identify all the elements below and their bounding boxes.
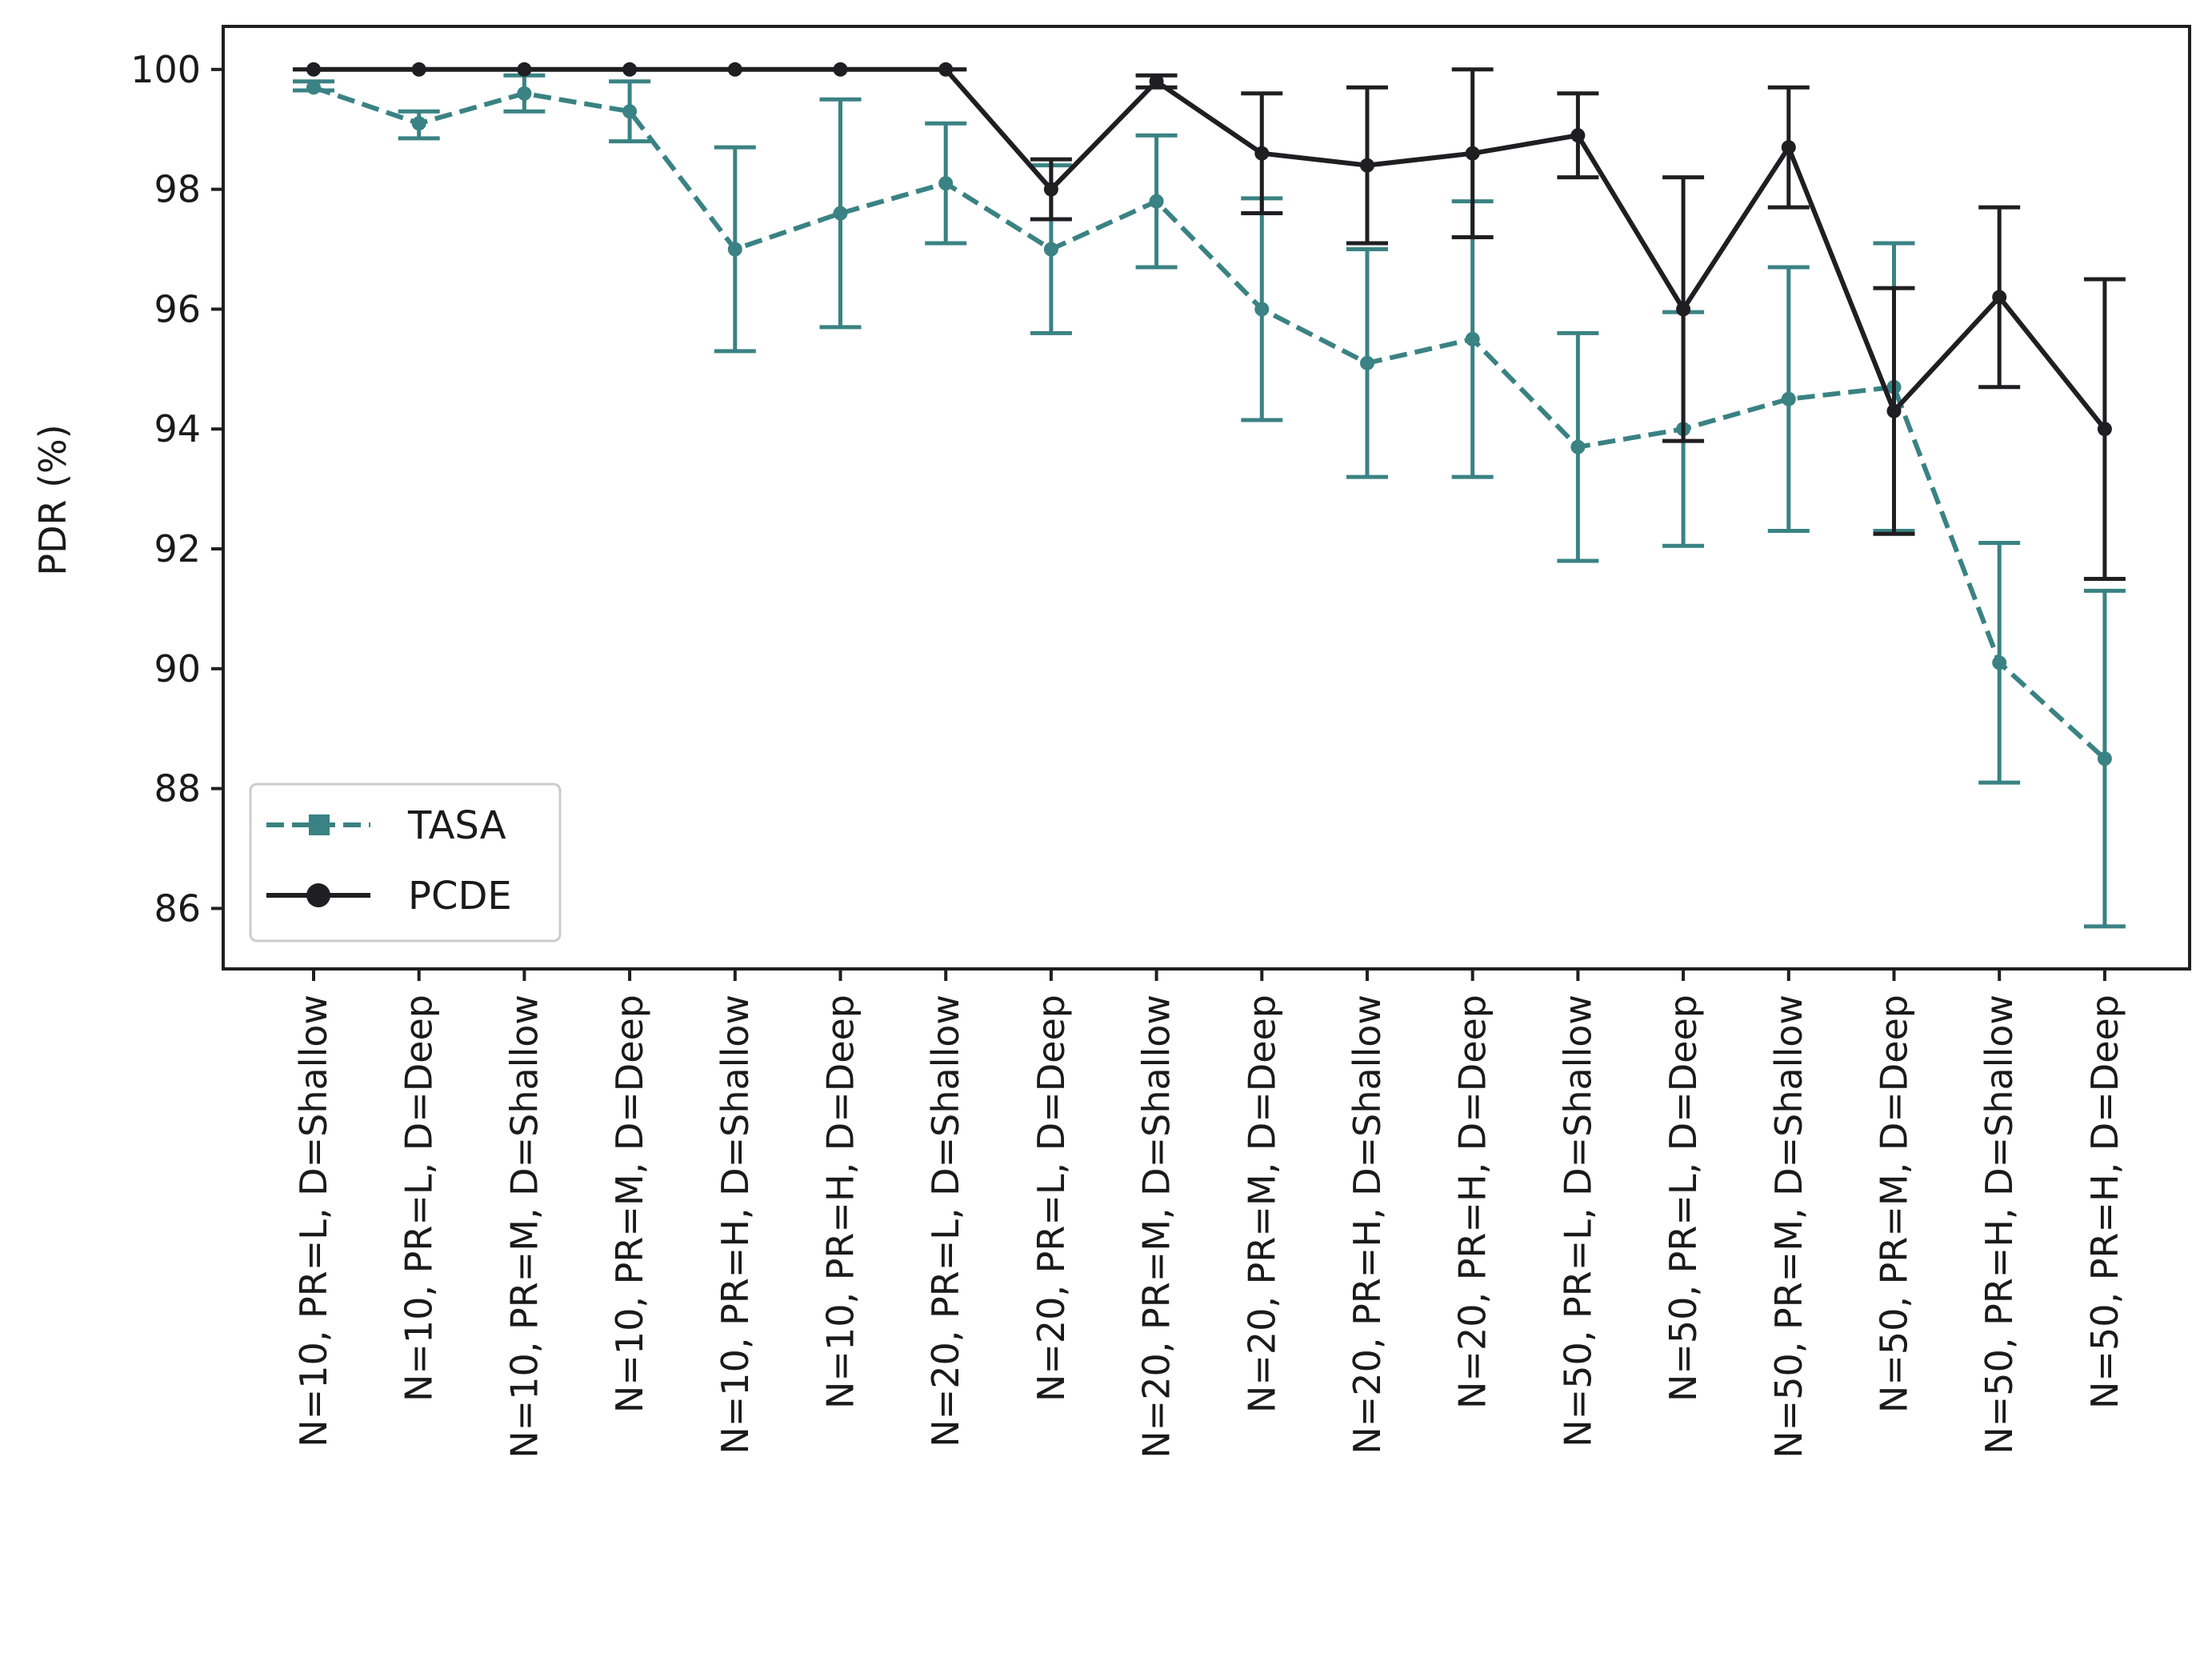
legend-frame <box>249 782 562 943</box>
legend-item-pcde: PCDE <box>266 874 512 919</box>
data-point <box>1254 146 1270 161</box>
data-point <box>1360 355 1374 370</box>
x-tick-label: N=20, PR=M, D=Deep <box>1240 995 1283 1413</box>
x-tick-label: N=20, PR=H, D=Deep <box>1451 995 1494 1409</box>
y-tick-label: 94 <box>154 407 201 450</box>
data-point <box>622 104 638 119</box>
data-point <box>727 242 742 257</box>
plot-frame <box>222 25 2191 971</box>
x-tick-label: N=50, PR=L, D=Shallow <box>1556 995 1599 1447</box>
x-tick-label: N=20, PR=M, D=Shallow <box>1135 995 1178 1459</box>
y-tick-label: 90 <box>154 647 201 690</box>
legend-item-tasa: TASA <box>266 803 506 848</box>
x-tick-label: N=20, PR=H, D=Shallow <box>1346 995 1389 1455</box>
data-point <box>833 206 848 221</box>
data-point <box>2097 422 2112 437</box>
data-point <box>1676 302 1691 317</box>
data-point <box>1465 146 1480 161</box>
data-point <box>1886 403 1902 418</box>
series-tasa <box>293 73 2126 929</box>
x-tick-label: N=10, PR=M, D=Deep <box>608 995 651 1413</box>
series-layer <box>293 62 2126 929</box>
data-point <box>727 62 742 77</box>
y-tick-label: 86 <box>154 887 201 930</box>
data-point <box>1465 331 1480 346</box>
data-point <box>517 62 532 77</box>
series-pcde <box>293 62 2126 581</box>
legend-label: TASA <box>407 803 506 848</box>
data-point <box>1149 74 1164 89</box>
data-point <box>411 62 426 77</box>
legend: TASA PCDE <box>249 782 562 943</box>
data-point <box>1254 302 1270 317</box>
data-point <box>1149 194 1164 209</box>
data-point <box>306 62 321 77</box>
legend-circle-marker <box>306 883 330 907</box>
data-point <box>306 80 321 95</box>
data-point <box>2097 751 2112 766</box>
x-tick-label: N=10, PR=H, D=Deep <box>819 995 862 1409</box>
x-tick-label: N=10, PR=L, D=Deep <box>398 995 441 1402</box>
data-point <box>1570 439 1586 454</box>
data-point <box>411 116 426 131</box>
y-tick-label: 92 <box>154 527 201 570</box>
data-point <box>1043 242 1058 257</box>
x-tick-label: N=50, PR=M, D=Deep <box>1873 995 1916 1413</box>
series-line <box>314 66 2107 431</box>
data-point <box>1992 290 2007 305</box>
x-tick-label: N=50, PR=L, D=Deep <box>1662 995 1705 1402</box>
data-point <box>938 62 954 77</box>
data-point <box>1781 391 1796 406</box>
x-tick-label: N=20, PR=L, D=Deep <box>1030 995 1073 1402</box>
x-tick-label: N=50, PR=H, D=Shallow <box>1978 995 2021 1455</box>
x-tick-label: N=10, PR=M, D=Shallow <box>502 995 546 1459</box>
legend-square-marker <box>309 814 330 835</box>
data-point <box>1043 182 1058 197</box>
data-point <box>1570 128 1586 143</box>
data-point <box>1360 158 1374 173</box>
y-axis-label: PDR (%) <box>31 424 74 575</box>
data-point <box>622 62 638 77</box>
data-point <box>1781 140 1796 155</box>
x-tick-label: N=10, PR=H, D=Shallow <box>714 995 757 1455</box>
x-tick-label: N=20, PR=L, D=Shallow <box>924 995 967 1447</box>
x-tick-label: N=10, PR=L, D=Shallow <box>292 995 335 1447</box>
series-line <box>313 85 2106 761</box>
y-tick-label: 88 <box>154 767 201 810</box>
x-tick-label: N=50, PR=H, D=Deep <box>2083 995 2126 1409</box>
data-point <box>938 176 954 191</box>
legend-label: PCDE <box>408 874 512 919</box>
y-tick-label: 98 <box>154 168 201 211</box>
axis-layer: 86 88 90 92 94 96 98 100 N=10, PR=L, D=Shallow N=… <box>130 48 2126 1459</box>
data-point <box>517 86 532 101</box>
data-point <box>1992 655 2007 670</box>
data-point <box>833 62 848 77</box>
x-tick-label: N=50, PR=M, D=Shallow <box>1767 995 1810 1459</box>
y-tick-label: 96 <box>154 287 201 330</box>
y-tick-label: 100 <box>130 48 201 91</box>
